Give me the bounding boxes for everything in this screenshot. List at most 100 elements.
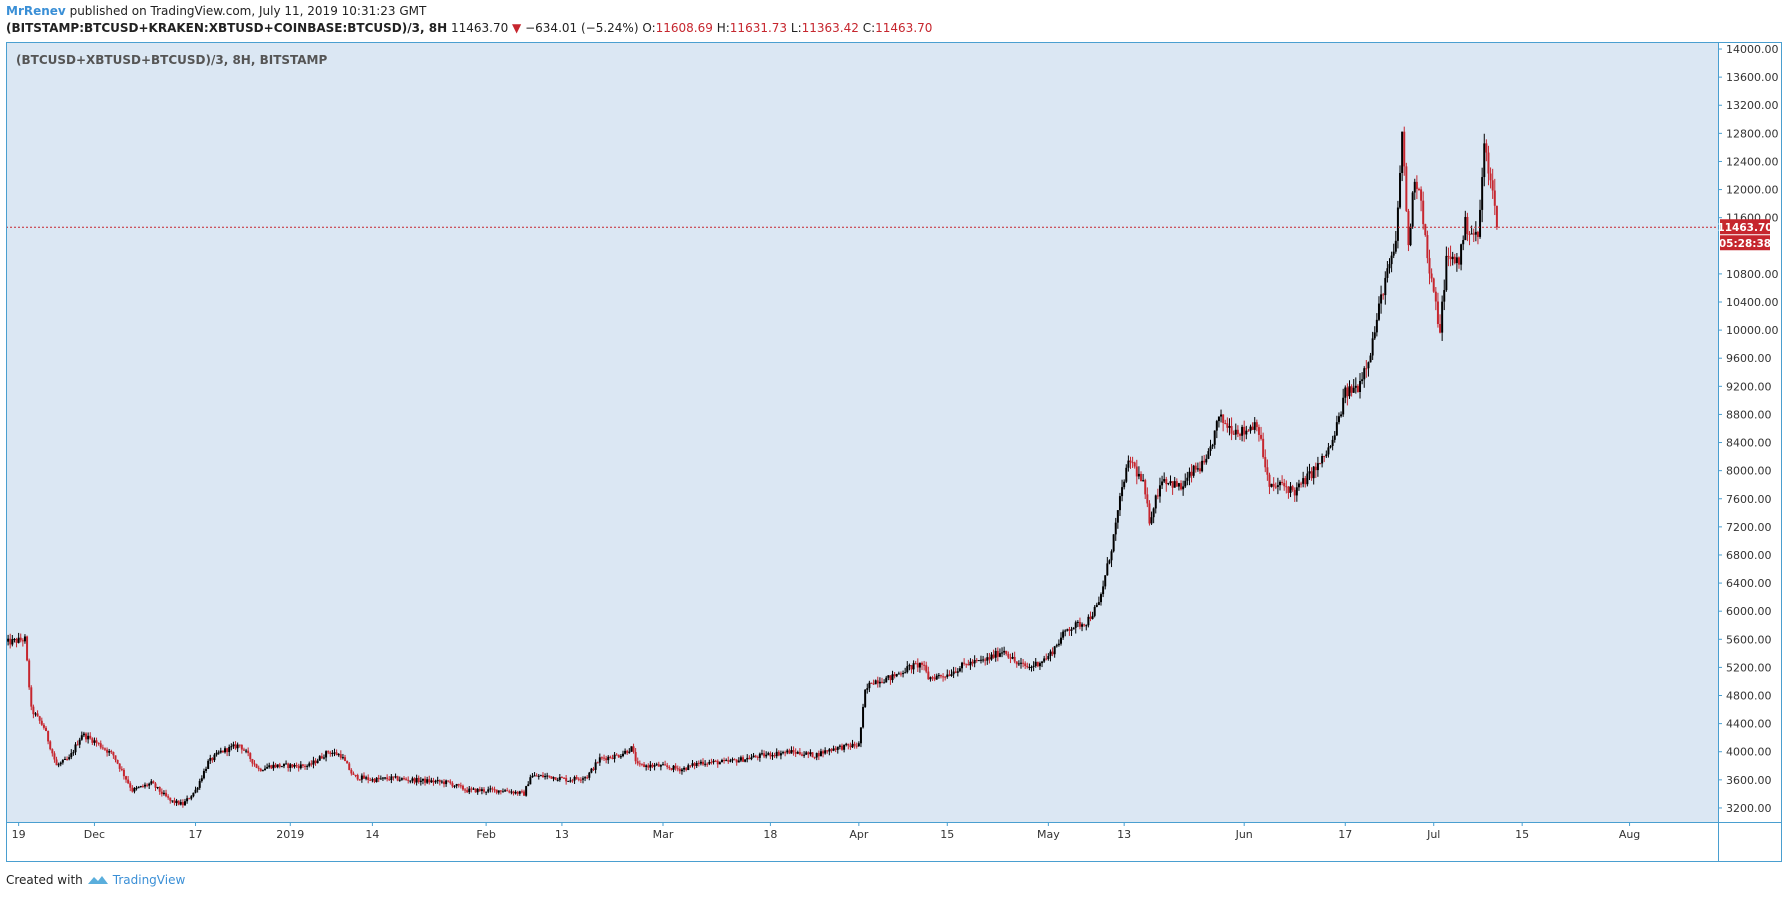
candle-body bbox=[497, 790, 500, 793]
candle-body bbox=[329, 752, 332, 754]
candle-body bbox=[878, 681, 881, 684]
candlestick-chart[interactable]: 14000.00 13600.00 13200.00 12800.00 12400.00… bbox=[6, 42, 1782, 862]
candle-body bbox=[763, 753, 766, 757]
candles-group bbox=[6, 126, 1498, 808]
footer: Created with TradingView bbox=[6, 873, 185, 887]
candle-body bbox=[165, 792, 168, 797]
candle-body bbox=[150, 781, 153, 784]
candle-body bbox=[341, 757, 344, 759]
candle-body bbox=[723, 760, 726, 762]
candle-body bbox=[921, 662, 924, 665]
candle-body bbox=[156, 786, 159, 788]
candle-body bbox=[1005, 650, 1008, 654]
candle-body bbox=[1076, 621, 1079, 623]
high-value: 11631.73 bbox=[729, 21, 788, 35]
plot-background[interactable] bbox=[6, 42, 1718, 822]
candle-body bbox=[1453, 256, 1456, 264]
candle-body bbox=[1249, 426, 1252, 431]
candle-body bbox=[1022, 662, 1025, 664]
candle-body bbox=[11, 639, 14, 645]
candle-body bbox=[910, 665, 913, 670]
candle-body bbox=[154, 783, 157, 788]
candle-body bbox=[1363, 368, 1366, 380]
candle-body bbox=[1062, 631, 1065, 638]
candle-body bbox=[1384, 277, 1387, 296]
candle-body bbox=[501, 791, 504, 793]
candle-body bbox=[859, 727, 862, 744]
candle-body bbox=[803, 754, 806, 756]
candle-body bbox=[876, 680, 879, 684]
candle-body bbox=[127, 779, 130, 784]
candle-body bbox=[504, 790, 507, 792]
candle-body bbox=[710, 761, 713, 763]
candle-body bbox=[527, 784, 530, 787]
candle-body bbox=[285, 763, 288, 765]
candle-body bbox=[883, 682, 886, 684]
candle-body bbox=[417, 777, 420, 783]
candle-body bbox=[179, 802, 182, 805]
candle-body bbox=[516, 791, 519, 794]
candle-body bbox=[350, 769, 353, 774]
candle-body bbox=[1493, 190, 1496, 206]
candle-body bbox=[455, 784, 458, 786]
candle-body bbox=[474, 788, 477, 793]
candle-body bbox=[291, 764, 294, 767]
candle-body bbox=[617, 755, 620, 758]
candle-body bbox=[1234, 429, 1237, 435]
candle-body bbox=[1485, 143, 1488, 153]
candle-body bbox=[954, 671, 957, 673]
candle-body bbox=[899, 673, 902, 675]
candle-body bbox=[1297, 483, 1300, 488]
candle-body bbox=[1314, 466, 1317, 471]
candle-body bbox=[1228, 425, 1231, 428]
candle-body bbox=[739, 757, 742, 761]
candle-body bbox=[1321, 456, 1324, 464]
candle-body bbox=[388, 779, 391, 781]
candle-body bbox=[868, 682, 871, 689]
candle-body bbox=[53, 753, 56, 760]
candle-body bbox=[1097, 602, 1100, 605]
candle-body bbox=[1430, 273, 1433, 279]
candle-body bbox=[186, 798, 189, 802]
candle-body bbox=[845, 743, 848, 745]
candle-body bbox=[769, 753, 772, 757]
candle-body bbox=[299, 764, 302, 769]
candle-body bbox=[162, 792, 165, 795]
candle-body bbox=[1483, 143, 1486, 178]
candle-body bbox=[97, 742, 100, 744]
candle-body bbox=[708, 761, 711, 764]
candle-body bbox=[449, 781, 452, 784]
candle-body bbox=[1049, 651, 1052, 657]
tradingview-link[interactable]: TradingView bbox=[112, 873, 186, 887]
candle-body bbox=[939, 675, 942, 677]
price-tick-label: 10400.00 bbox=[1726, 296, 1779, 309]
plot-frame bbox=[6, 42, 1782, 862]
candle-body bbox=[1283, 483, 1286, 487]
author-name[interactable]: MrRenev bbox=[6, 4, 66, 18]
low-label: L: bbox=[790, 21, 802, 35]
candle-body bbox=[706, 763, 709, 765]
candle-body bbox=[1024, 663, 1027, 666]
candle-body bbox=[687, 765, 690, 771]
candle-body bbox=[390, 776, 393, 780]
candle-body bbox=[1135, 466, 1138, 477]
candle-body bbox=[674, 765, 677, 769]
candle-body bbox=[1175, 481, 1178, 487]
last-price-tag-label: 11463.70 bbox=[1717, 222, 1772, 234]
candle-body bbox=[438, 779, 441, 782]
candle-body bbox=[485, 791, 488, 793]
candle-body bbox=[1489, 173, 1492, 181]
candle-body bbox=[815, 753, 818, 758]
time-tick-label: 14 bbox=[365, 828, 379, 841]
candle-body bbox=[63, 758, 66, 760]
candle-body bbox=[596, 762, 599, 764]
candle-body bbox=[173, 800, 176, 804]
candle-body bbox=[1201, 460, 1204, 472]
candle-body bbox=[234, 744, 237, 749]
candle-body bbox=[411, 778, 414, 781]
candle-body bbox=[1180, 483, 1183, 490]
candle-body bbox=[988, 657, 991, 660]
price-tick-label: 4800.00 bbox=[1726, 690, 1772, 703]
candle-body bbox=[135, 787, 138, 789]
candle-body bbox=[611, 757, 614, 759]
